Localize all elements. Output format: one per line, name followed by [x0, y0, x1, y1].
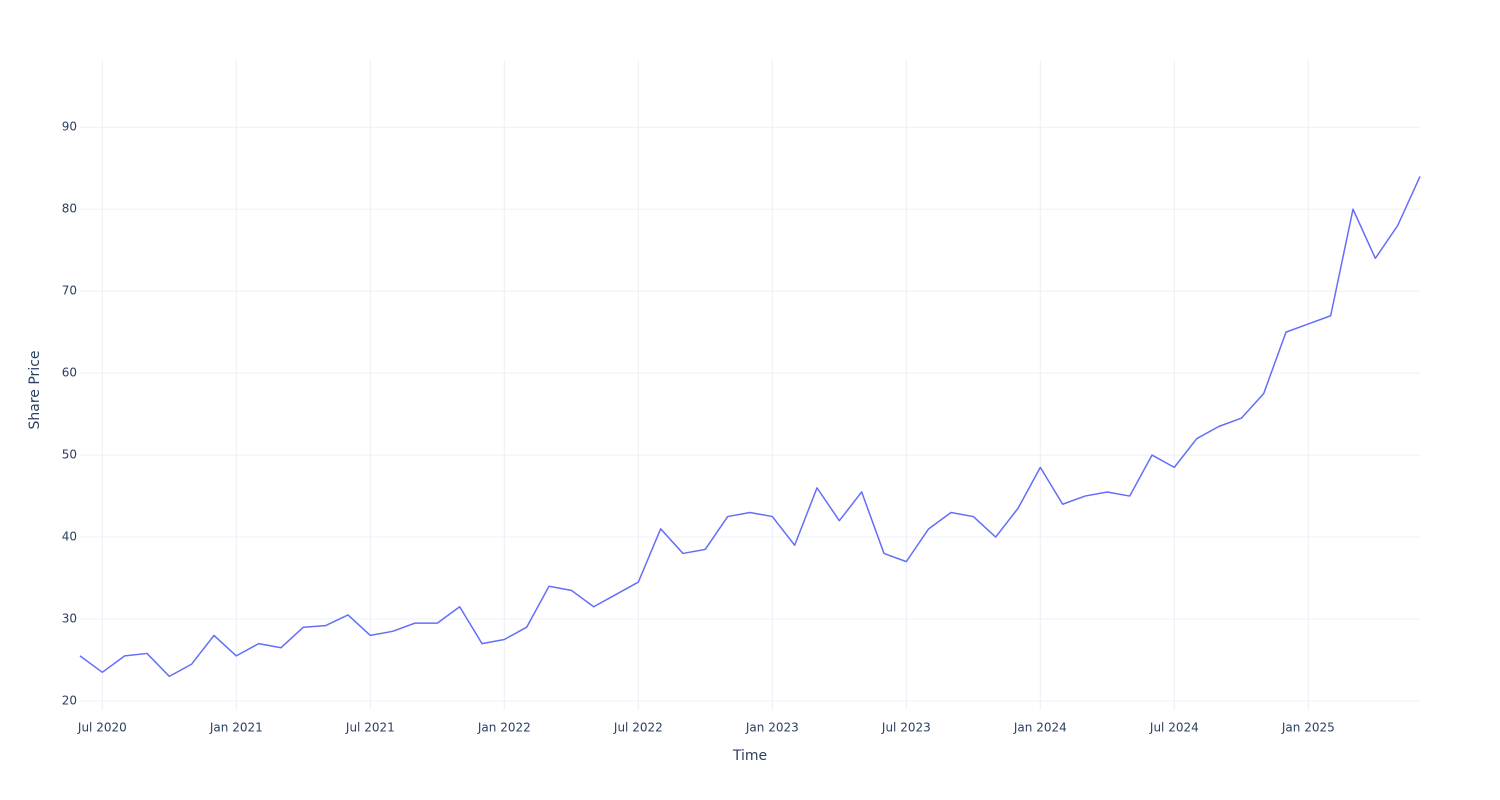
x-tick-label: Jan 2021	[209, 721, 263, 735]
x-tick-label: Jul 2024	[1149, 721, 1199, 735]
y-tick-label: 80	[62, 202, 77, 216]
y-tick-label: 90	[62, 120, 77, 134]
y-axis-title: Share Price	[27, 350, 43, 429]
x-axis-title: Time	[732, 748, 767, 764]
x-tick-label: Jul 2022	[613, 721, 663, 735]
x-tick-label: Jan 2023	[745, 721, 799, 735]
y-tick-label: 30	[62, 612, 77, 626]
x-tick-label: Jul 2020	[77, 721, 127, 735]
y-tick-label: 60	[62, 366, 77, 380]
price-line	[79, 176, 1421, 678]
x-tick-label: Jul 2023	[881, 721, 931, 735]
x-tick-label: Jan 2024	[1013, 721, 1067, 735]
y-tick-label: 40	[62, 530, 77, 544]
x-tick-label: Jan 2022	[477, 721, 531, 735]
x-tick-label: Jul 2021	[345, 721, 395, 735]
y-tick-label: 50	[62, 448, 77, 462]
x-tick-label: Jan 2025	[1281, 721, 1335, 735]
y-tick-label: 20	[62, 693, 77, 707]
y-tick-label: 70	[62, 284, 77, 298]
